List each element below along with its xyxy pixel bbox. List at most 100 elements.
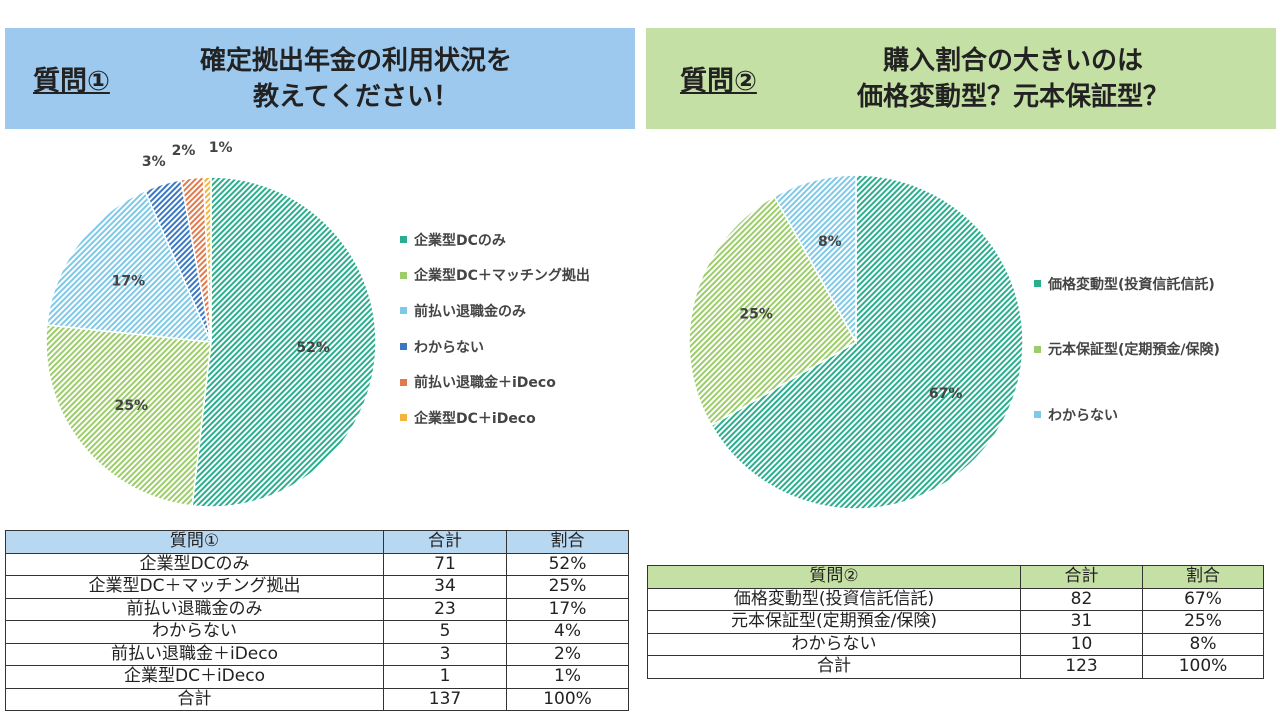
legend-label: 企業型DC＋iDeco xyxy=(414,410,536,427)
table-row: 前払い退職金のみ 23 17% xyxy=(5,597,629,621)
question2-text: 購入割合の大きいのは 価格変動型？元本保証型？ xyxy=(856,45,1169,112)
legend-label: わからない xyxy=(1048,407,1118,424)
table-row: 企業型DC＋マッチング拠出 34 25% xyxy=(5,575,629,599)
table2-header-ratio: 割合 xyxy=(1142,565,1264,589)
table-cell: 82 xyxy=(1020,587,1143,611)
table-cell: 1% xyxy=(506,665,629,689)
legend-swatch xyxy=(400,271,407,279)
legend-item: 企業型DCのみ xyxy=(400,222,590,258)
table-cell: 52% xyxy=(506,552,629,576)
pie1-legend: 企業型DCのみ企業型DC＋マッチング拠出 前払い退職金のみ わからない前払い退職金＋… xyxy=(400,222,590,436)
legend-label: 価格変動型(投資信託信託) xyxy=(1048,276,1215,293)
question1-label: 質問① xyxy=(33,66,110,97)
table-cell: 価格変動型(投資信託信託) xyxy=(647,587,1021,611)
legend-item: わからない xyxy=(400,329,590,365)
table-cell: 1 xyxy=(383,665,507,689)
question2-banner: 質問② 購入割合の大きいのは 価格変動型？元本保証型？ xyxy=(646,28,1276,129)
table-cell: 71 xyxy=(383,552,507,576)
question1-table: 質問① 合計 割合 企業型DCのみ 71 52% 企業型DC＋マッチング拠出 3… xyxy=(5,530,629,711)
table-row: 企業型DCのみ 71 52% xyxy=(5,552,629,576)
legend-label: 元本保証型(定期預金/保険) xyxy=(1048,342,1220,359)
table-cell: 10 xyxy=(1020,632,1143,656)
table-cell: 前払い退職金のみ xyxy=(5,597,384,621)
pie-slice xyxy=(773,174,857,345)
table-cell: 元本保証型(定期預金/保険) xyxy=(647,610,1021,634)
pie-data-label: 67% xyxy=(929,386,963,402)
question1-banner: 質問① 確定拠出年金の利用状況を 教えてください！ xyxy=(5,28,635,129)
legend-item: 元本保証型(定期預金/保険) xyxy=(1034,317,1220,383)
table-cell: 100% xyxy=(506,687,629,711)
pie-slice xyxy=(202,176,212,343)
table-cell: 3 xyxy=(383,642,507,666)
legend-item: 前払い退職金＋iDeco xyxy=(400,364,590,400)
pie-data-label: 8% xyxy=(818,234,842,250)
table-cell: わからない xyxy=(5,620,384,644)
legend-swatch xyxy=(400,414,407,422)
legend-label: 企業型DC＋マッチング拠出 xyxy=(414,268,590,285)
question2-label: 質問② xyxy=(680,66,757,97)
legend-swatch xyxy=(400,343,407,351)
legend-swatch xyxy=(400,307,407,315)
table-cell: 34 xyxy=(383,575,507,599)
table-row: 前払い退職金＋iDeco 3 2% xyxy=(5,642,629,666)
pie-slice xyxy=(46,189,213,343)
legend-item: 企業型DC＋iDeco xyxy=(400,400,590,436)
legend-swatch xyxy=(1034,280,1041,288)
table-cell: 企業型DC＋iDeco xyxy=(5,665,384,689)
legend-label: 前払い退職金＋iDeco xyxy=(414,375,556,392)
pie-data-label: 52% xyxy=(296,340,330,356)
legend-swatch xyxy=(400,378,407,386)
table-cell: 100% xyxy=(1142,655,1264,679)
table-cell: 前払い退職金＋iDeco xyxy=(5,642,384,666)
table-cell: 67% xyxy=(1142,587,1264,611)
legend-swatch xyxy=(1034,411,1041,419)
table1-header-question: 質問① xyxy=(5,530,384,554)
pie-data-label: 2% xyxy=(172,143,196,159)
pie-slice xyxy=(688,195,858,427)
table-cell: 25% xyxy=(1142,610,1264,634)
pie2-legend: 価格変動型(投資信託信託) 元本保証型(定期預金/保険) わからない xyxy=(1034,251,1220,448)
question2-table: 質問② 合計 割合 価格変動型(投資信託信託) 82 67% 元本保証型(定期預… xyxy=(647,565,1264,679)
legend-swatch xyxy=(400,236,407,244)
table-total-row: 合計 123 100% xyxy=(647,655,1264,679)
pie-data-label: 25% xyxy=(739,307,773,323)
table1-header-total: 合計 xyxy=(383,530,507,554)
table-cell: 8% xyxy=(1142,632,1264,656)
table-cell: 企業型DCのみ xyxy=(5,552,384,576)
pie-chart-1: 52% 25% 17% 3% 2% 1% xyxy=(45,140,377,508)
table-cell: 合計 xyxy=(647,655,1021,679)
table-cell: 31 xyxy=(1020,610,1143,634)
table-cell: 5 xyxy=(383,620,507,644)
table-total-row: 合計 137 100% xyxy=(5,687,629,711)
table-row: 価格変動型(投資信託信託) 82 67% xyxy=(647,587,1264,611)
table-row: わからない 10 8% xyxy=(647,632,1264,656)
pie-slice xyxy=(45,324,212,507)
legend-item: わからない xyxy=(1034,382,1220,448)
legend-label: わからない xyxy=(414,339,484,356)
table-row: 企業型DC＋iDeco 1 1% xyxy=(5,665,629,689)
pie-data-label: 1% xyxy=(209,140,233,156)
table-cell: 4% xyxy=(506,620,629,644)
pie-slice xyxy=(710,174,1024,510)
table-cell: わからない xyxy=(647,632,1021,656)
table-cell: 17% xyxy=(506,597,629,621)
legend-item: 価格変動型(投資信託信託) xyxy=(1034,251,1220,317)
table-cell: 23 xyxy=(383,597,507,621)
table-cell: 2% xyxy=(506,642,629,666)
pie-slice xyxy=(191,176,377,508)
legend-item: 企業型DC＋マッチング拠出 xyxy=(400,258,590,294)
table-cell: 25% xyxy=(506,575,629,599)
pie-data-label: 17% xyxy=(112,274,146,290)
table2-header-total: 合計 xyxy=(1020,565,1143,589)
pie-chart-2: 67% 25% 8% xyxy=(688,174,1024,510)
table-cell: 123 xyxy=(1020,655,1143,679)
question1-text: 確定拠出年金の利用状況を 教えてください！ xyxy=(199,45,512,112)
table-cell: 合計 xyxy=(5,687,384,711)
legend-swatch xyxy=(1034,345,1041,353)
table-row: わからない 5 4% xyxy=(5,620,629,644)
table-cell: 137 xyxy=(383,687,507,711)
legend-item: 前払い退職金のみ xyxy=(400,293,590,329)
table2-header-question: 質問② xyxy=(647,565,1021,589)
legend-label: 前払い退職金のみ xyxy=(414,303,526,320)
